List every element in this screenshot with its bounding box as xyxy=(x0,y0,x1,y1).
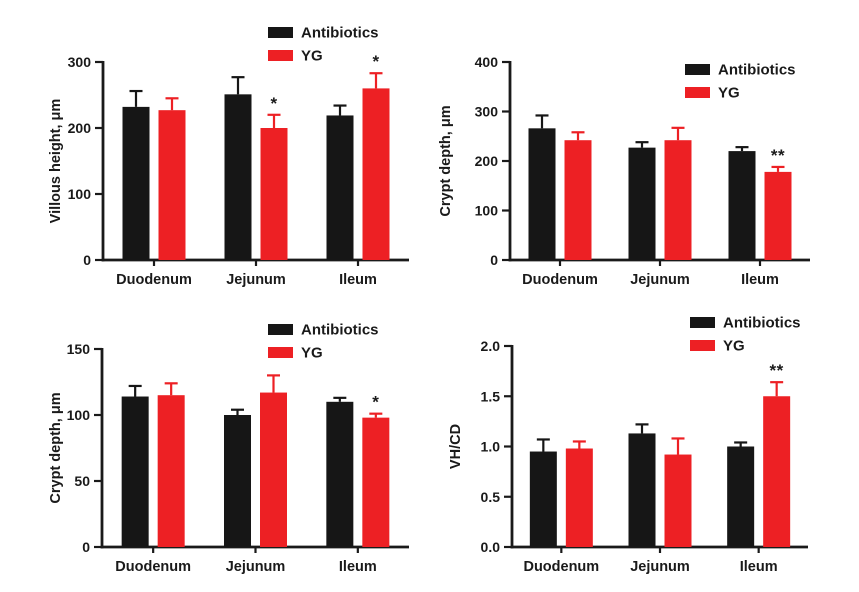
legend-swatch-antibiotics xyxy=(685,64,710,75)
y-axis-title: VH/CD xyxy=(448,424,464,469)
y-axis-title: Villous height, μm xyxy=(48,99,64,224)
y-axis-title: Crypt depth, μm xyxy=(48,392,64,503)
category-label-duodenum: Duodenum xyxy=(116,272,192,288)
y-tick-label: 100 xyxy=(475,203,499,219)
legend-label-yg: YG xyxy=(301,48,323,65)
y-tick-label: 0.5 xyxy=(481,489,501,505)
legend-swatch-yg xyxy=(690,340,715,351)
y-tick-label: 50 xyxy=(74,473,90,489)
y-tick-label: 150 xyxy=(67,341,91,357)
bar-yg-duodenum xyxy=(158,110,186,261)
legend-swatch-yg xyxy=(685,87,710,98)
significance-marker: ** xyxy=(771,146,785,165)
significance-marker: * xyxy=(372,393,379,412)
chart-panel-vh-cd-ratio: 0.0 0.5 1.0 1.5 2.0 VH/CD Duodenum Jejunum Ileum… xyxy=(448,315,808,575)
legend-label-antibiotics: Antibiotics xyxy=(301,25,379,42)
category-label-ileum: Ileum xyxy=(339,272,377,288)
bar-yg-duodenum xyxy=(564,140,592,260)
category-label-jejunum: Jejunum xyxy=(226,272,286,288)
significance-marker: ** xyxy=(770,361,784,380)
legend-swatch-antibiotics xyxy=(690,317,715,328)
category-label-duodenum: Duodenum xyxy=(115,559,191,575)
category-label-duodenum: Duodenum xyxy=(523,559,599,575)
category-label-ileum: Ileum xyxy=(740,559,778,575)
chart-panel-crypt-depth-bottom: 0 50 100 150 Crypt depth, μm Duodenum Jejunum I… xyxy=(48,322,409,575)
y-axis-title: Crypt depth, μm xyxy=(438,105,454,216)
y-tick-label: 100 xyxy=(67,407,91,423)
y-tick-label: 1.5 xyxy=(481,388,501,404)
bar-yg-jejunum xyxy=(260,128,288,260)
y-tick-label: 400 xyxy=(475,54,499,70)
bar-yg-jejunum xyxy=(664,140,692,260)
significance-marker: * xyxy=(372,52,379,71)
y-tick-label: 300 xyxy=(475,104,499,120)
category-label-ileum: Ileum xyxy=(741,272,779,288)
bar-antibiotics-jejunum xyxy=(224,94,252,260)
y-tick-label: 1.0 xyxy=(481,439,501,455)
category-label-jejunum: Jejunum xyxy=(226,559,286,575)
legend-label-yg: YG xyxy=(301,345,323,362)
legend-swatch-yg xyxy=(268,50,293,61)
category-label-jejunum: Jejunum xyxy=(630,559,690,575)
legend-label-antibiotics: Antibiotics xyxy=(723,315,801,332)
bar-yg-ileum xyxy=(764,171,792,260)
bar-yg-jejunum xyxy=(260,392,287,547)
bar-antibiotics-ileum xyxy=(326,401,354,547)
bar-antibiotics-duodenum xyxy=(529,451,557,547)
bar-antibiotics-jejunum xyxy=(628,433,656,547)
legend-swatch-yg xyxy=(268,347,293,358)
bar-antibiotics-ileum xyxy=(326,115,354,261)
legend-label-yg: YG xyxy=(718,85,740,102)
bar-yg-ileum xyxy=(362,88,390,261)
bar-yg-ileum xyxy=(763,396,791,547)
y-tick-label: 300 xyxy=(68,54,92,70)
bar-antibiotics-duodenum xyxy=(528,128,556,260)
y-tick-label: 0 xyxy=(490,252,498,268)
legend-label-antibiotics: Antibiotics xyxy=(301,322,379,339)
legend-label-antibiotics: Antibiotics xyxy=(718,62,796,79)
y-tick-label: 0.0 xyxy=(481,539,501,555)
chart-panel-crypt-depth-top: 0 100 200 300 400 Crypt depth, μm Duodenum Jeju… xyxy=(438,54,810,288)
legend-label-yg: YG xyxy=(723,338,745,355)
y-tick-label: 200 xyxy=(68,120,92,136)
bar-antibiotics-duodenum xyxy=(121,396,149,547)
bar-antibiotics-ileum xyxy=(728,151,756,260)
y-tick-label: 100 xyxy=(68,186,92,202)
y-tick-label: 0 xyxy=(83,252,91,268)
legend-swatch-antibiotics xyxy=(268,324,293,335)
bar-yg-ileum xyxy=(362,417,390,547)
bar-antibiotics-duodenum xyxy=(122,106,150,260)
chart-panel-villous-height: 0 100 200 300 Villous height, μm Duodenum Jeju… xyxy=(48,25,409,288)
y-tick-label: 200 xyxy=(475,153,499,169)
category-label-jejunum: Jejunum xyxy=(630,272,690,288)
y-tick-label: 0 xyxy=(82,539,90,555)
bar-yg-jejunum xyxy=(664,454,692,547)
legend-swatch-antibiotics xyxy=(268,27,293,38)
bar-antibiotics-jejunum xyxy=(224,415,251,547)
bar-antibiotics-jejunum xyxy=(628,147,656,260)
bar-yg-duodenum xyxy=(565,448,593,547)
category-label-ileum: Ileum xyxy=(339,559,377,575)
significance-marker: * xyxy=(270,94,277,113)
bar-yg-duodenum xyxy=(157,395,185,547)
bar-antibiotics-ileum xyxy=(727,446,755,547)
y-tick-label: 2.0 xyxy=(481,338,501,354)
category-label-duodenum: Duodenum xyxy=(522,272,598,288)
